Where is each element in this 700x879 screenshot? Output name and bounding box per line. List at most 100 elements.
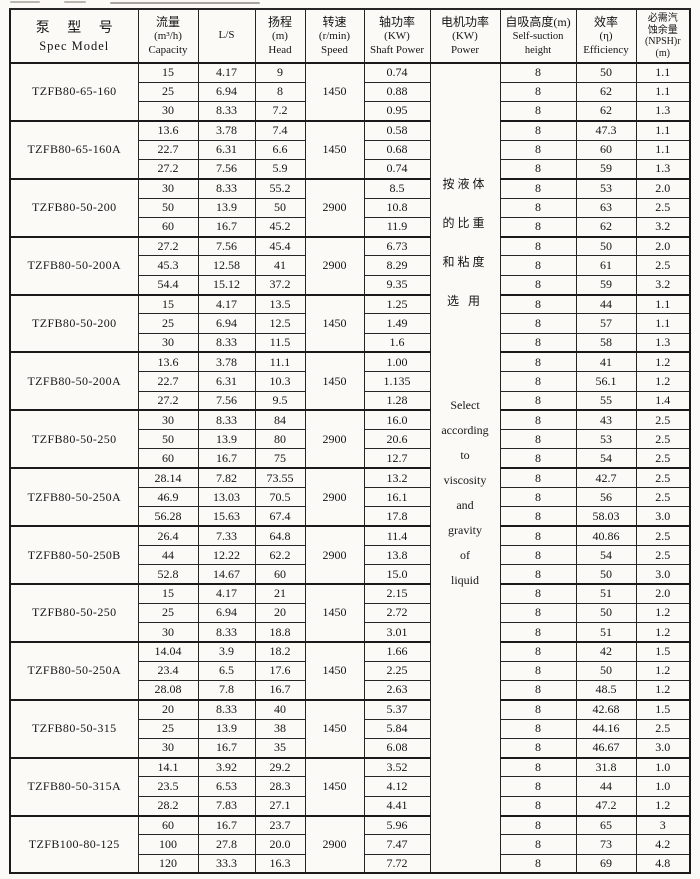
cell-shaft-power: 17.8	[363, 506, 431, 527]
note-line-en: according	[441, 423, 489, 437]
col-header-motor-power: 电机功率 (KW) Power	[429, 8, 501, 64]
cell-npsh: 3.2	[635, 274, 691, 296]
cell-head: 38	[254, 718, 306, 739]
cell-capacity: 120	[137, 853, 199, 874]
cell-npsh: 1.2	[635, 622, 691, 643]
cell-efficiency: 60	[575, 139, 637, 160]
cell-npsh: 1.2	[635, 371, 691, 392]
cell-efficiency: 58.03	[575, 506, 637, 527]
cell-efficiency: 62	[575, 101, 637, 122]
col-header-npsh: 必需汽 蚀余量 (NPSH)r (m)	[635, 8, 691, 64]
cell-self-suction: 8	[499, 756, 577, 778]
cell-efficiency: 44	[575, 776, 637, 797]
cell-shaft-power: 1.25	[363, 293, 431, 315]
cell-head: 45.4	[254, 235, 306, 257]
cell-npsh: 3.0	[635, 506, 691, 527]
cell-efficiency: 69	[575, 853, 637, 874]
cell-capacity: 30	[137, 332, 199, 353]
cell-shaft-power: 8.29	[363, 255, 431, 276]
cell-self-suction: 8	[499, 487, 577, 508]
table-row: 120 33.3 16.3 7.72 8 69 4.8	[10, 853, 691, 874]
col-header-speed: 转速 (r/min) Speed	[304, 8, 365, 64]
header-line: Shaft Power	[369, 43, 425, 56]
cell-self-suction: 8	[499, 622, 577, 643]
cell-ls: 6.31	[197, 371, 256, 392]
table-body: TZFB80-65-160 15 4.17 9 1450 0.74 按液体 的比重 和粘度选 用…	[9, 61, 691, 874]
cell-efficiency: 54	[575, 448, 637, 469]
cell-ls: 16.7	[197, 216, 256, 238]
col-header-head: 扬程 (m) Head	[254, 8, 306, 64]
note-line-zh: 选 用	[446, 294, 483, 308]
header-line: 泵 型 号	[35, 20, 120, 36]
cell-shaft-power: 5.96	[363, 814, 431, 836]
cell-head: 23.7	[254, 814, 306, 836]
col-header-efficiency: 效率 (η) Efficiency	[575, 8, 637, 64]
cell-self-suction: 8	[499, 506, 577, 527]
cell-head: 27.1	[254, 795, 306, 817]
note-line-en: liquid	[450, 573, 479, 587]
header-line: 电机功率	[440, 14, 489, 29]
cell-capacity: 28.2	[137, 795, 199, 817]
cell-self-suction: 8	[499, 61, 577, 83]
cell-shaft-power: 1.00	[363, 351, 431, 373]
cell-ls: 16.7	[197, 814, 256, 836]
cell-self-suction: 8	[499, 544, 577, 566]
col-header-model: 泵 型 号 Spec Model	[9, 8, 139, 64]
cell-shaft-power: 7.72	[363, 853, 431, 874]
cell-shaft-power: 1.66	[363, 640, 431, 662]
table-row: 27.2 7.56 5.9 0.74 8 59 1.3	[10, 158, 691, 180]
cell-npsh: 1.2	[635, 679, 691, 701]
cell-ls: 3.92	[197, 756, 256, 778]
cell-self-suction: 8	[499, 602, 577, 624]
cell-head: 28.3	[254, 776, 306, 797]
cell-capacity: 50	[137, 197, 199, 218]
cell-npsh: 2.0	[635, 583, 691, 604]
cell-efficiency: 55	[575, 390, 637, 411]
scan-artifact	[64, 1, 86, 3]
note-line-en: of	[460, 548, 470, 562]
cell-shaft-power: 2.15	[363, 583, 431, 604]
cell-npsh: 3.0	[635, 737, 691, 759]
cell-efficiency: 53	[575, 177, 637, 199]
cell-model: TZFB80-50-200	[9, 177, 139, 238]
header-line: L/S	[218, 29, 235, 42]
cell-ls: 4.17	[197, 583, 256, 604]
cell-speed: 2900	[304, 814, 365, 874]
cell-ls: 8.33	[197, 101, 256, 122]
cell-npsh: 2.5	[635, 409, 691, 431]
header-line: 流量	[155, 14, 180, 29]
cell-capacity: 45.3	[137, 255, 199, 276]
cell-shaft-power: 13.8	[363, 544, 431, 566]
cell-self-suction: 8	[499, 679, 577, 701]
cell-head: 80	[254, 429, 306, 450]
cell-shaft-power: 0.68	[363, 139, 431, 160]
cell-head: 7.4	[254, 119, 306, 141]
cell-shaft-power: 13.2	[363, 467, 431, 489]
cell-efficiency: 50	[575, 660, 637, 682]
cell-model: TZFB80-65-160A	[9, 119, 139, 180]
cell-shaft-power: 7.47	[363, 834, 431, 855]
table-row: 23.5 6.53 28.3 4.12 8 44 1.0	[10, 776, 691, 797]
note-line-zh: 按液体	[442, 177, 488, 191]
cell-efficiency: 50	[575, 61, 637, 83]
cell-capacity: 22.7	[137, 139, 199, 160]
cell-head: 18.2	[254, 640, 306, 662]
table-row: 60 16.7 45.2 11.9 8 62 3.2	[10, 216, 691, 238]
cell-ls: 8.33	[197, 622, 256, 643]
cell-ls: 13.9	[197, 429, 256, 450]
cell-speed: 2900	[304, 467, 365, 527]
cell-ls: 12.22	[197, 544, 256, 566]
cell-ls: 27.8	[197, 834, 256, 855]
cell-self-suction: 8	[499, 698, 577, 720]
cell-speed: 1450	[304, 756, 365, 817]
cell-model: TZFB80-50-250	[9, 409, 139, 469]
cell-capacity: 23.5	[137, 776, 199, 797]
cell-head: 16.3	[254, 853, 306, 874]
cell-ls: 6.5	[197, 660, 256, 682]
cell-shaft-power: 9.35	[363, 274, 431, 296]
cell-shaft-power: 4.41	[363, 795, 431, 817]
cell-self-suction: 8	[499, 718, 577, 739]
cell-npsh: 2.5	[635, 429, 691, 450]
table-row: TZFB80-50-250 30 8.33 84 2900 16.0 8 43 2.5	[9, 409, 691, 469]
cell-speed: 1450	[304, 119, 365, 180]
